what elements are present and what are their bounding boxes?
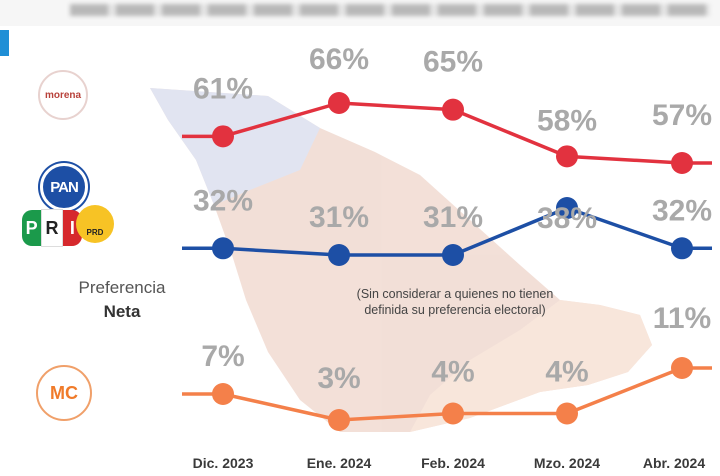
footnote-line1: (Sin considerar a quienes no tienen	[356, 287, 554, 301]
series-pan-pri-prd: 32% 31% 31% 38% 32%	[182, 184, 712, 266]
data-label-pan-pri-prd-4: 32%	[652, 194, 712, 227]
data-label-morena-1: 66%	[309, 43, 369, 76]
series-morena: 61% 66% 65% 58% 57%	[182, 43, 712, 174]
pri-logo: P R I	[22, 208, 82, 248]
preference-label-line2: Neta	[103, 302, 141, 321]
cropped-header-strip	[0, 0, 720, 26]
morena-logo-text: morena	[44, 89, 82, 101]
series-mc: 7% 3% 4% 4% 11%	[182, 302, 712, 431]
data-label-morena-0: 61%	[193, 72, 253, 105]
data-label-pan-pri-prd-2: 31%	[423, 201, 483, 234]
data-point-mc-1	[328, 409, 350, 431]
footnote-line2: definida su preferencia electoral)	[364, 303, 546, 317]
x-tick-label: Mzo. 2024	[533, 455, 601, 471]
map-shape-south	[410, 300, 652, 432]
mexico-map-background	[150, 88, 652, 432]
x-tick-label: Dic. 2023	[192, 455, 254, 471]
data-point-morena-3	[556, 145, 578, 168]
data-point-pan-pri-prd-0	[212, 237, 234, 260]
data-point-morena-0	[212, 125, 234, 148]
data-label-pan-pri-prd-1: 31%	[309, 201, 369, 234]
prd-logo-text: PRD	[86, 228, 104, 237]
data-label-mc-1: 3%	[317, 362, 360, 395]
footnote: (Sin considerar a quienes no tienen defi…	[296, 286, 614, 318]
x-axis: Dic. 2023 Ene. 2024 Feb. 2024 Mzo. 2024 Abr.…	[160, 455, 720, 476]
map-shape-north	[150, 88, 320, 205]
data-label-mc-2: 4%	[431, 356, 474, 389]
data-label-pan-pri-prd-0: 32%	[193, 184, 253, 217]
pan-logo: PAN	[40, 163, 88, 211]
data-label-mc-0: 7%	[201, 340, 244, 373]
prd-logo: PRD	[76, 205, 114, 243]
data-point-morena-1	[328, 92, 350, 114]
mc-logo-text: MC	[50, 382, 78, 403]
preference-label-line1: Preferencia	[78, 278, 166, 297]
data-point-pan-pri-prd-2	[442, 244, 464, 266]
pan-logo-text: PAN	[50, 178, 79, 196]
preference-label: Preferencia Neta	[60, 276, 184, 324]
data-label-morena-3: 58%	[537, 104, 597, 137]
data-point-morena-4	[671, 152, 693, 174]
series-layer: 61% 66% 65% 58% 57% 32% 31% 31% 38% 32% 7% 3% 4% 4% 11…	[182, 43, 712, 431]
data-point-pan-pri-prd-1	[328, 244, 350, 266]
accent-bar	[0, 30, 9, 56]
data-point-mc-4	[671, 357, 693, 379]
mc-logo: MC	[36, 365, 92, 421]
data-label-morena-2: 65%	[423, 46, 483, 79]
morena-logo: morena	[38, 70, 88, 120]
pri-letter-p: P	[22, 210, 42, 246]
data-point-mc-2	[442, 402, 464, 425]
pri-letter-r: R	[41, 209, 63, 247]
data-label-mc-3: 4%	[545, 356, 588, 389]
data-point-pan-pri-prd-4	[671, 237, 693, 260]
data-point-morena-2	[442, 98, 464, 121]
data-label-morena-4: 57%	[652, 99, 712, 132]
x-tick-label: Ene. 2024	[306, 455, 372, 471]
x-tick-label: Feb. 2024	[421, 455, 485, 471]
data-point-pan-pri-prd-3	[556, 197, 578, 219]
x-tick-label: Abr. 2024	[642, 455, 706, 471]
data-point-mc-3	[556, 402, 578, 425]
data-label-pan-pri-prd-3: 38%	[537, 202, 597, 235]
data-point-mc-0	[212, 383, 234, 405]
data-label-mc-4: 11%	[653, 302, 711, 335]
